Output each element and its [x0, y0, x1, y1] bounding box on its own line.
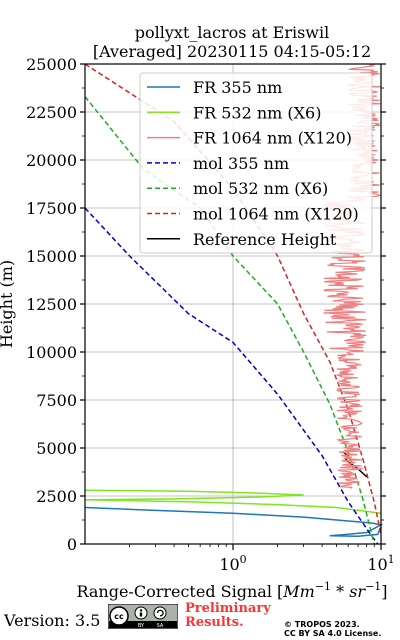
y-tick-label: 20000 — [26, 151, 77, 170]
sa-icon — [153, 606, 167, 620]
legend-box — [139, 72, 373, 254]
y-tick-label: 25000 — [26, 55, 77, 74]
y-tick-label: 22500 — [26, 103, 77, 122]
preliminary-notice: Preliminary Results. — [185, 602, 271, 630]
copyright-line1: © TROPOS 2023. — [284, 620, 360, 629]
y-tick-label: 10000 — [26, 343, 77, 362]
x-tick-base: 10 — [219, 555, 239, 574]
copyright-line2: CC BY SA 4.0 License. — [284, 629, 382, 638]
y-tick-label: 5000 — [36, 439, 77, 458]
x-axis-label-unit2: sr — [349, 582, 366, 601]
x-axis-label-sup1: −1 — [315, 580, 331, 593]
y-tick-label: 7500 — [36, 391, 77, 410]
y-tick-label: 17500 — [26, 199, 77, 218]
x-axis-label-text: Range-Corrected Signal [ — [76, 582, 283, 601]
y-tick-label: 2500 — [36, 487, 77, 506]
cc-icon — [109, 606, 129, 626]
legend-entry: FR 532 nm (X6) — [193, 103, 321, 122]
x-tick-label: 100 — [219, 553, 246, 574]
y-tick-label: 12500 — [26, 295, 77, 314]
cc-by-sa-logo: cc BY SA — [108, 604, 178, 629]
x-tick-base: 10 — [367, 555, 387, 574]
x-axis-label-sup2: −1 — [365, 580, 381, 593]
legend-entry: FR 355 nm — [193, 78, 282, 97]
version-label: Version: 3.5 — [4, 611, 101, 630]
x-tick-exp: 0 — [240, 553, 247, 566]
x-axis-label-close: ] — [381, 582, 387, 601]
x-axis-label: Range-Corrected Signal [Mm−1 * sr−1] — [76, 580, 387, 601]
legend-entry: mol 532 nm (X6) — [193, 179, 328, 198]
svg-text:cc: cc — [114, 612, 124, 621]
x-axis-ticks: 100 101 — [129, 544, 395, 574]
x-axis-label-mid: * — [331, 582, 349, 601]
x-axis-label-unit: Mm — [282, 582, 315, 601]
y-axis-label: Height (m) — [0, 260, 16, 348]
y-axis-ticks: 0 2500 5000 7500 10000 12500 15000 17500 20000 22… — [26, 55, 386, 554]
cc-sa-label: SA — [157, 623, 164, 629]
series-line-1 — [84, 489, 382, 515]
series-line-3 — [84, 207, 379, 545]
x-tick-exp: 1 — [388, 553, 395, 566]
cc-by-label: BY — [138, 623, 145, 629]
x-tick-label: 101 — [367, 553, 394, 574]
copyright-notice: © TROPOS 2023. CC BY SA 4.0 License. — [284, 620, 381, 638]
legend-entry: mol 355 nm — [193, 154, 289, 173]
y-tick-label: 15000 — [26, 247, 77, 266]
legend: FR 355 nm FR 532 nm (X6) FR 1064 nm (X120)… — [139, 72, 373, 254]
preliminary-line2: Results. — [185, 615, 244, 630]
legend-entry: mol 1064 nm (X120) — [193, 205, 359, 224]
preliminary-line1: Preliminary — [185, 601, 271, 616]
chart-title-line2: [Averaged] 20230115 04:15-05:12 — [93, 42, 371, 61]
chart-title-line1: pollyxt_lacros at Eriswil — [135, 23, 329, 42]
y-tick-label: 0 — [67, 535, 77, 554]
legend-entry: FR 1064 nm (X120) — [193, 129, 352, 148]
series-line-4 — [84, 96, 375, 545]
legend-entry: Reference Height — [193, 230, 337, 249]
